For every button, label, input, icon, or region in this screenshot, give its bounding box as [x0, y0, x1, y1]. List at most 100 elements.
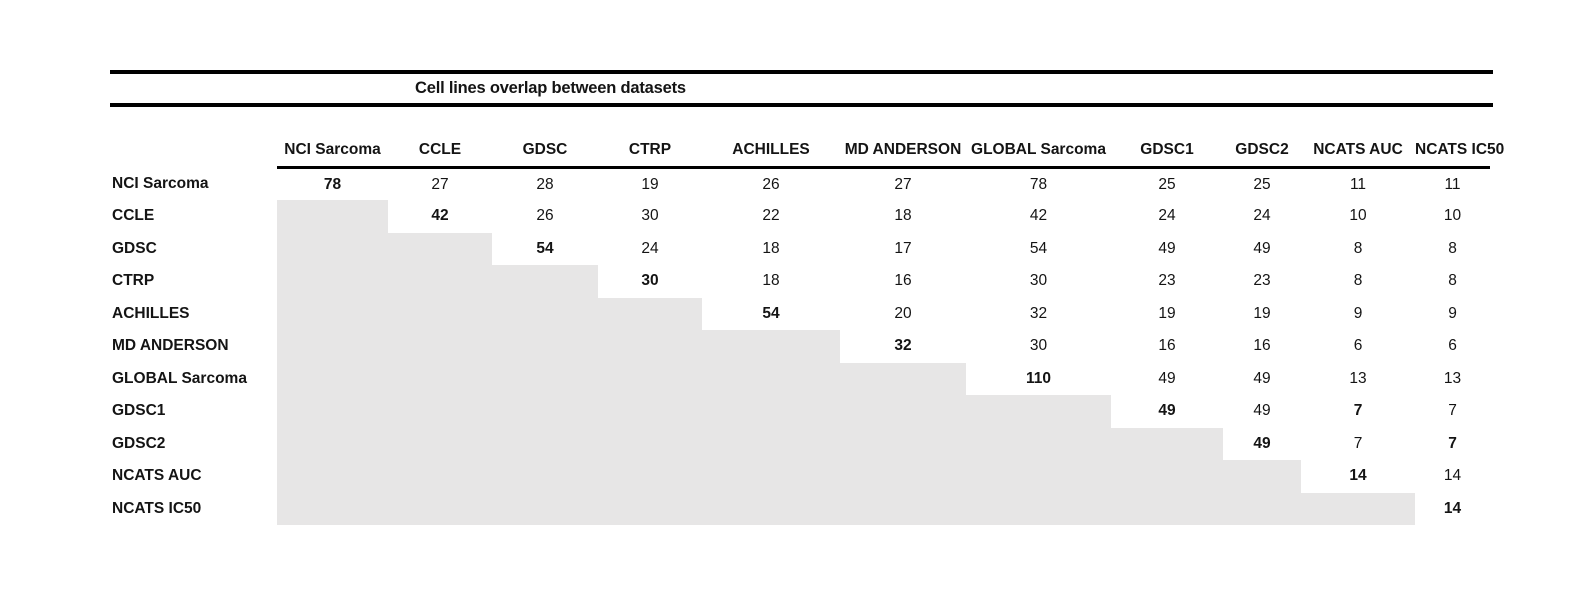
table-row: GDSC 54 24 18 17 54 49 49 8 8 — [110, 232, 1490, 265]
shaded-empty-cell — [492, 492, 598, 525]
shaded-empty-cell — [598, 395, 702, 428]
column-header: GDSC2 — [1223, 141, 1301, 169]
overlap-value-cell: 32 — [1029, 304, 1048, 322]
shaded-empty-cell — [1301, 492, 1415, 525]
table-row: GDSC1 49 49 7 7 — [110, 395, 1490, 428]
column-header: NCATS AUC — [1301, 141, 1415, 169]
shaded-empty-cell — [277, 395, 388, 428]
overlap-value-cell: 26 — [762, 175, 780, 193]
shaded-empty-cell — [966, 492, 1111, 525]
shaded-empty-cell — [492, 362, 598, 395]
shaded-empty-cell — [840, 427, 966, 460]
row-header: GDSC1 — [112, 402, 166, 420]
shaded-empty-cell — [277, 297, 388, 330]
overlap-value-cell: 8 — [1353, 239, 1363, 257]
row-header: ACHILLES — [112, 304, 190, 322]
table-row: CTRP 30 18 16 30 23 23 8 8 — [110, 265, 1490, 298]
shaded-empty-cell — [966, 460, 1111, 493]
shaded-empty-cell — [598, 460, 702, 493]
overlap-value-cell: 24 — [1253, 207, 1271, 225]
overlap-value-cell: 32 — [894, 337, 912, 355]
column-header: GDSC — [492, 141, 598, 169]
shaded-empty-cell — [702, 395, 840, 428]
column-header: NCI Sarcoma — [277, 141, 388, 169]
shaded-empty-cell — [966, 427, 1111, 460]
overlap-value-cell: 49 — [1158, 239, 1176, 257]
row-header: GDSC2 — [112, 434, 166, 452]
shaded-empty-cell — [388, 460, 492, 493]
corner-cell — [110, 141, 277, 168]
shaded-empty-cell — [702, 492, 840, 525]
overlap-value-cell: 49 — [1253, 239, 1271, 257]
title-row: Cell lines overlap between datasets — [110, 74, 1493, 103]
overlap-value-cell: 18 — [894, 207, 912, 225]
overlap-value-cell: 18 — [762, 272, 780, 290]
shaded-empty-cell — [277, 265, 388, 298]
shaded-empty-cell — [702, 362, 840, 395]
shaded-empty-cell — [840, 362, 966, 395]
overlap-value-cell: 49 — [1253, 434, 1271, 452]
overlap-value-cell: 19 — [1253, 304, 1271, 322]
shaded-empty-cell — [277, 362, 388, 395]
shaded-empty-cell — [277, 200, 388, 233]
row-header: CCLE — [112, 207, 155, 225]
overlap-value-cell: 7 — [1353, 402, 1363, 420]
overlap-value-cell: 17 — [894, 239, 912, 257]
shaded-empty-cell — [388, 362, 492, 395]
table-body: NCI Sarcoma 78 27 28 19 26 27 78 25 25 11 11 CCLE 42 2… — [110, 168, 1490, 525]
overlap-value-cell: 23 — [1158, 272, 1176, 290]
overlap-value-cell: 11 — [1349, 175, 1367, 193]
shaded-empty-cell — [492, 330, 598, 363]
table-row: NCI Sarcoma 78 27 28 19 26 27 78 25 25 11 11 — [110, 168, 1490, 201]
shaded-empty-cell — [388, 427, 492, 460]
overlap-value-cell: 42 — [431, 207, 449, 225]
shaded-empty-cell — [388, 265, 492, 298]
overlap-value-cell: 42 — [1029, 207, 1048, 225]
overlap-value-cell: 13 — [1443, 369, 1462, 387]
shaded-empty-cell — [1223, 460, 1301, 493]
overlap-value-cell: 9 — [1353, 304, 1363, 322]
shaded-empty-cell — [492, 427, 598, 460]
column-header: ACHILLES — [702, 141, 840, 169]
overlap-value-cell: 10 — [1443, 207, 1462, 225]
shaded-empty-cell — [840, 460, 966, 493]
overlap-value-cell: 8 — [1448, 272, 1457, 290]
row-header: GLOBAL Sarcoma — [112, 369, 247, 387]
shaded-empty-cell — [598, 362, 702, 395]
table-title: Cell lines overlap between datasets — [415, 79, 686, 97]
shaded-empty-cell — [388, 395, 492, 428]
shaded-empty-cell — [388, 330, 492, 363]
overlap-value-cell: 20 — [894, 304, 912, 322]
overlap-value-cell: 30 — [1029, 272, 1048, 290]
overlap-value-cell: 6 — [1353, 337, 1363, 355]
overlap-value-cell: 6 — [1448, 337, 1457, 355]
shaded-empty-cell — [492, 265, 598, 298]
overlap-value-cell: 16 — [894, 272, 912, 290]
shaded-empty-cell — [1111, 427, 1223, 460]
overlap-value-cell: 16 — [1253, 337, 1271, 355]
shaded-empty-cell — [277, 460, 388, 493]
table-row: GLOBAL Sarcoma 110 49 49 13 13 — [110, 362, 1490, 395]
shaded-empty-cell — [702, 427, 840, 460]
overlap-value-cell: 7 — [1448, 402, 1457, 420]
shaded-empty-cell — [598, 330, 702, 363]
title-bottom-rule — [110, 103, 1493, 107]
shaded-empty-cell — [277, 492, 388, 525]
column-header: CTRP — [598, 141, 702, 169]
row-header: MD ANDERSON — [112, 337, 229, 355]
overlap-value-cell: 28 — [536, 175, 554, 193]
overlap-value-cell: 30 — [1029, 337, 1048, 355]
column-header: GDSC1 — [1111, 141, 1223, 169]
overlap-value-cell: 25 — [1158, 175, 1176, 193]
overlap-value-cell: 23 — [1253, 272, 1271, 290]
overlap-value-cell: 8 — [1353, 272, 1363, 290]
shaded-empty-cell — [1223, 492, 1301, 525]
shaded-empty-cell — [702, 330, 840, 363]
column-header: NCATS IC50 — [1415, 141, 1504, 169]
overlap-value-cell: 10 — [1349, 207, 1367, 225]
shaded-empty-cell — [492, 460, 598, 493]
header-row: NCI Sarcoma CCLE GDSC CTRP ACHILLES MD ANDERS… — [110, 141, 1504, 169]
overlap-value-cell: 24 — [1158, 207, 1176, 225]
overlap-value-cell: 14 — [1443, 499, 1462, 517]
shaded-empty-cell — [388, 297, 492, 330]
